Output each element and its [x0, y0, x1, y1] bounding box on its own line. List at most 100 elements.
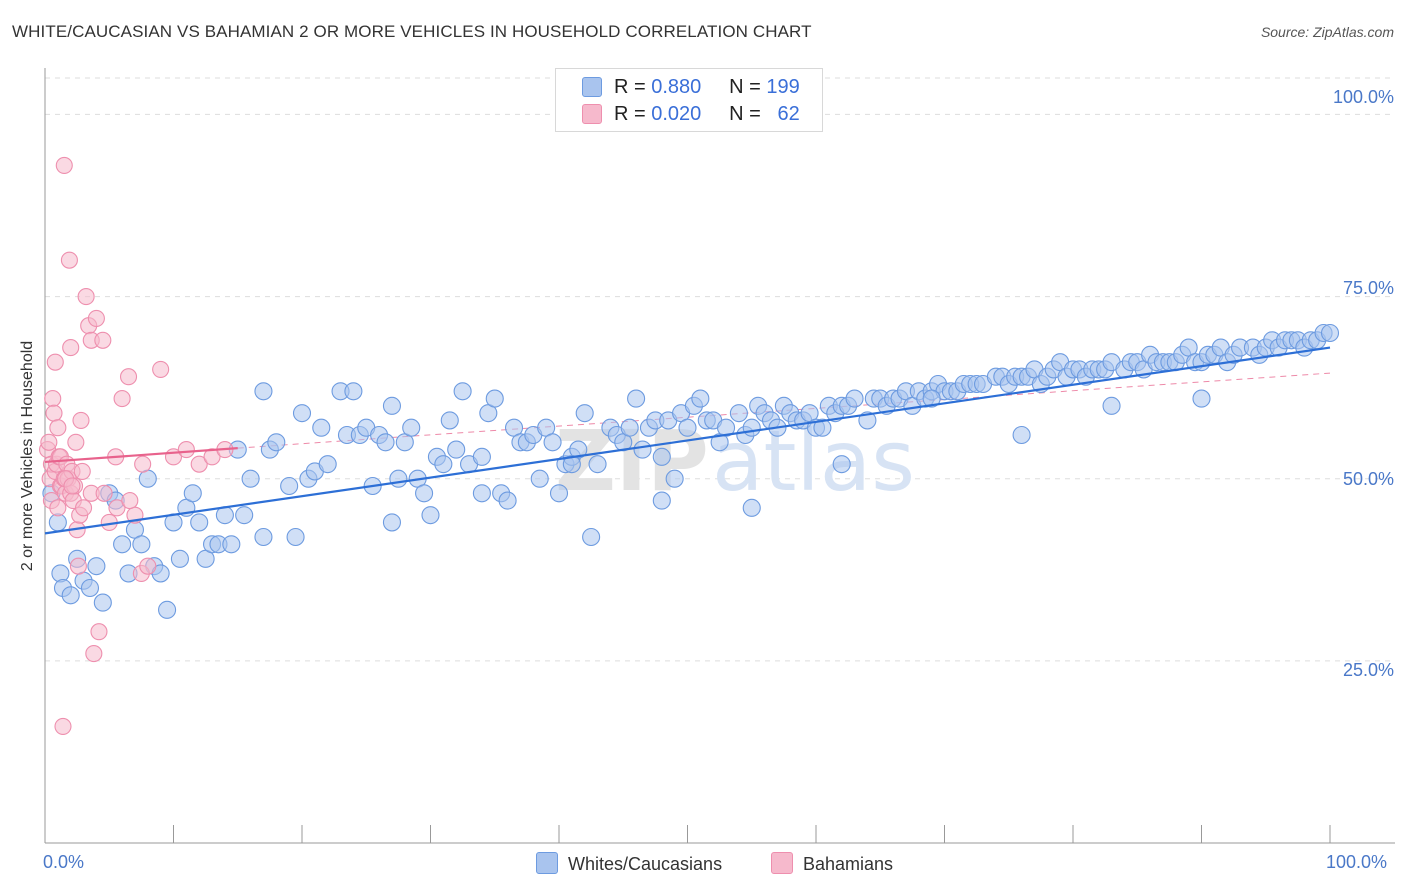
- data-point-bahamians: [75, 499, 93, 517]
- legend-swatch-pink: [582, 104, 602, 124]
- data-point-whites: [729, 404, 748, 423]
- data-point-whites: [402, 418, 421, 437]
- data-point-whites: [652, 491, 671, 510]
- data-point-whites: [472, 447, 491, 466]
- data-point-whites: [549, 484, 569, 503]
- data-point-bahamians: [60, 251, 78, 269]
- series-bahamians-points: [39, 156, 234, 735]
- data-point-whites: [318, 455, 337, 474]
- data-point-whites: [235, 506, 254, 525]
- data-point-bahamians: [62, 339, 80, 357]
- data-point-bahamians: [40, 433, 58, 451]
- data-point-whites: [716, 418, 736, 437]
- data-point-whites: [382, 513, 402, 532]
- data-point-whites: [440, 411, 459, 430]
- data-point-whites: [447, 440, 466, 459]
- data-point-whites: [113, 535, 132, 554]
- data-point-whites: [1320, 323, 1340, 343]
- data-point-whites: [832, 455, 851, 474]
- data-point-whites: [190, 513, 209, 532]
- data-point-whites: [691, 389, 710, 408]
- data-point-whites: [575, 404, 594, 423]
- data-point-whites: [582, 527, 601, 547]
- y-tick-label-100: 100.0%: [1332, 87, 1394, 107]
- data-point-bahamians: [55, 156, 73, 174]
- data-point-whites: [498, 491, 517, 510]
- data-point-whites: [254, 382, 273, 401]
- source-label: Source: ZipAtlas.com: [1260, 24, 1394, 40]
- data-point-whites: [254, 527, 273, 547]
- data-point-bahamians: [139, 557, 157, 575]
- data-point-whites: [48, 513, 67, 532]
- data-point-bahamians: [67, 433, 85, 451]
- data-point-whites: [93, 593, 112, 612]
- data-point-whites: [286, 527, 305, 547]
- series-whites-points: [42, 323, 1340, 619]
- data-point-bahamians: [85, 645, 103, 663]
- legend-label-whites: Whites/Caucasians: [568, 854, 723, 874]
- data-point-bahamians: [72, 411, 90, 429]
- data-point-whites: [280, 476, 299, 496]
- data-point-whites: [415, 484, 434, 503]
- data-point-whites: [742, 498, 761, 517]
- data-point-whites: [1102, 396, 1121, 415]
- data-point-whites: [158, 600, 177, 619]
- data-point-bahamians: [49, 419, 67, 437]
- data-point-whites: [922, 389, 941, 408]
- data-point-whites: [588, 455, 607, 474]
- legend-label-bahamians: Bahamians: [803, 854, 894, 874]
- data-point-bahamians: [69, 557, 87, 575]
- data-point-bahamians: [152, 360, 170, 378]
- data-point-whites: [678, 418, 697, 437]
- r-label: R =: [614, 76, 646, 98]
- data-point-bahamians: [113, 390, 131, 408]
- data-point-whites: [138, 469, 157, 488]
- data-point-bahamians: [190, 455, 208, 473]
- data-point-bahamians: [121, 492, 139, 510]
- data-point-bahamians: [44, 390, 62, 408]
- data-point-whites: [222, 535, 241, 554]
- data-point-whites: [80, 578, 100, 598]
- data-point-bahamians: [134, 455, 152, 473]
- legend-swatch-blue: [582, 77, 602, 97]
- data-point-whites: [1012, 425, 1031, 445]
- data-point-bahamians: [45, 404, 63, 422]
- data-point-whites: [267, 433, 286, 452]
- data-point-whites: [132, 535, 151, 554]
- chart-title: WHITE/CAUCASIAN VS BAHAMIAN 2 OR MORE VE…: [12, 22, 812, 41]
- data-point-whites: [620, 418, 639, 437]
- data-point-whites: [665, 469, 684, 488]
- data-point-whites: [382, 396, 402, 415]
- data-point-bahamians: [54, 717, 72, 735]
- r-value-bahamians: 0.020: [651, 103, 702, 125]
- n-label: N =: [729, 103, 761, 125]
- data-point-whites: [562, 455, 581, 474]
- legend-item-whites[interactable]: Whites/Caucasians: [536, 852, 722, 875]
- data-point-whites: [170, 549, 189, 568]
- data-point-whites: [633, 440, 652, 459]
- data-point-whites: [61, 586, 80, 605]
- r-label: R =: [614, 103, 646, 125]
- n-value-bahamians: 62: [777, 103, 800, 125]
- stats-legend: R = 0.880 N = 199 R = 0.020 N = 62: [555, 68, 823, 132]
- data-point-whites: [652, 447, 671, 466]
- data-point-whites: [376, 433, 395, 452]
- legend-item-bahamians[interactable]: Bahamians: [771, 852, 893, 875]
- data-point-whites: [292, 404, 312, 423]
- n-value-whites: 199: [766, 76, 800, 98]
- data-point-whites: [87, 557, 106, 576]
- data-point-whites: [453, 382, 472, 401]
- x-tick-label-100: 100.0%: [1326, 852, 1388, 872]
- data-point-whites: [742, 418, 761, 437]
- data-point-bahamians: [73, 462, 91, 480]
- data-point-bahamians: [77, 288, 95, 306]
- data-point-bahamians: [90, 623, 108, 641]
- trend-line-bahamians: [44, 447, 238, 464]
- data-point-whites: [472, 484, 491, 503]
- data-point-bahamians: [108, 499, 126, 517]
- data-point-whites: [312, 418, 331, 437]
- legend-swatch-pink: [771, 852, 793, 874]
- data-point-whites: [813, 418, 832, 437]
- y-tick-label-50: 50.0%: [1342, 469, 1394, 489]
